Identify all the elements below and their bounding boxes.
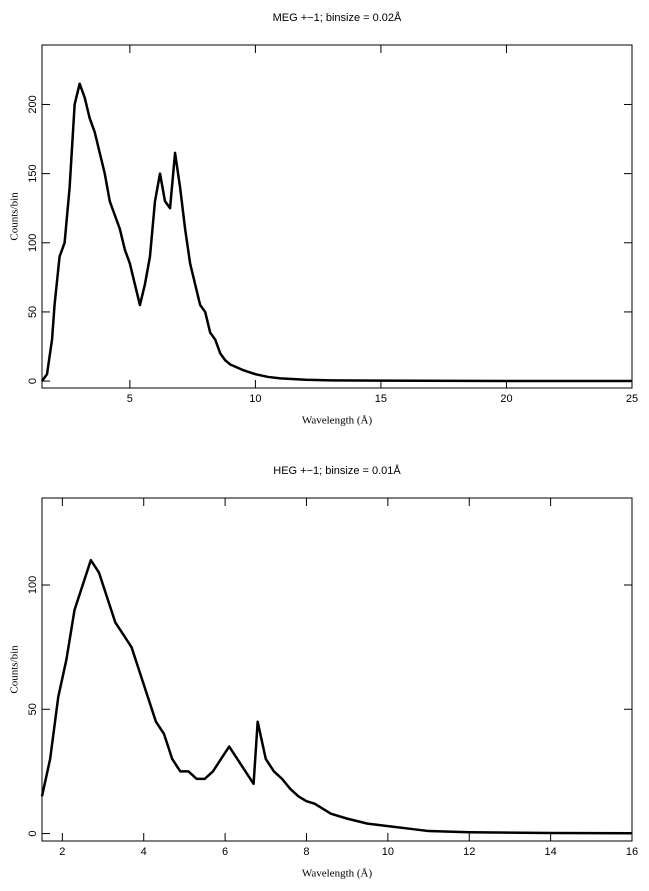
y-tick-label: 50 (27, 306, 39, 318)
spectrum-line (40, 558, 633, 835)
chart-title: HEG +−1; binsize = 0.01Å (273, 464, 401, 477)
y-tick-label: 200 (27, 95, 39, 113)
y-tick-label: 100 (27, 234, 39, 252)
x-tick-label: 20 (500, 393, 512, 405)
plot-frame (41, 44, 633, 389)
x-tick-label: 16 (626, 846, 638, 858)
y-axis-label: Counts/bin (9, 192, 21, 241)
y-tick-label: 50 (27, 703, 39, 715)
chart-title: MEG +−1; binsize = 0.02Å (273, 11, 402, 24)
x-axis-label: Wavelength (Å) (302, 415, 373, 427)
x-tick-label: 14 (544, 846, 556, 858)
x-tick-label: 8 (303, 846, 309, 858)
x-axis-label: Wavelength (Å) (302, 868, 373, 880)
x-tick-label: 2 (59, 846, 65, 858)
y-tick-label: 100 (27, 576, 39, 594)
x-tick-label: 25 (626, 393, 638, 405)
y-axis-label: Counts/bin (9, 645, 21, 694)
spectrum-line (40, 82, 632, 383)
x-tick-label: 4 (141, 846, 147, 858)
plot-frame (41, 497, 633, 842)
y-tick-label: 0 (27, 378, 39, 384)
y-tick-label: 150 (27, 164, 39, 182)
x-tick-label: 10 (382, 846, 394, 858)
x-tick-label: 15 (375, 393, 387, 405)
y-tick-label: 0 (27, 830, 39, 836)
x-tick-label: 12 (463, 846, 475, 858)
x-tick-label: 5 (127, 393, 133, 405)
x-tick-label: 6 (222, 846, 228, 858)
x-tick-label: 10 (249, 393, 261, 405)
